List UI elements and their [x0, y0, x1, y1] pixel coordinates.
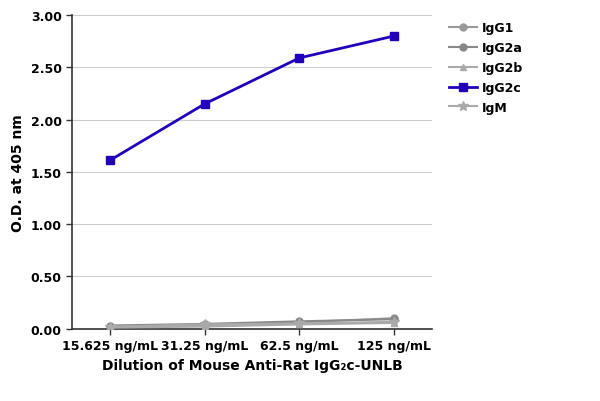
- IgG2b: [296, 322, 303, 327]
- IgM: [391, 320, 398, 324]
- IgG2b: [201, 324, 208, 329]
- IgG2b: [391, 321, 398, 326]
- IgM: [296, 321, 303, 326]
- IgG2c: [201, 102, 208, 107]
- Line: IgG2a: IgG2a: [106, 316, 398, 329]
- IgG1: [391, 316, 398, 321]
- IgM: [106, 324, 113, 329]
- IgG2b: [106, 325, 113, 330]
- Line: IgG2b: IgG2b: [106, 320, 398, 331]
- Line: IgG1: IgG1: [106, 315, 398, 330]
- IgG2c: [296, 57, 303, 61]
- IgG2c: [106, 158, 113, 163]
- IgG2a: [106, 323, 113, 328]
- Line: IgM: IgM: [105, 317, 399, 332]
- Legend: IgG1, IgG2a, IgG2b, IgG2c, IgM: IgG1, IgG2a, IgG2b, IgG2c, IgM: [449, 22, 523, 115]
- Line: IgG2c: IgG2c: [106, 33, 398, 165]
- IgM: [201, 322, 208, 327]
- Y-axis label: O.D. at 405 nm: O.D. at 405 nm: [11, 114, 25, 231]
- IgG2a: [201, 322, 208, 326]
- IgG1: [296, 320, 303, 325]
- IgG1: [201, 323, 208, 328]
- X-axis label: Dilution of Mouse Anti-Rat IgG₂c-UNLB: Dilution of Mouse Anti-Rat IgG₂c-UNLB: [101, 358, 403, 372]
- IgG1: [106, 324, 113, 329]
- IgG2a: [391, 317, 398, 322]
- IgG2c: [391, 34, 398, 39]
- IgG2a: [296, 319, 303, 324]
